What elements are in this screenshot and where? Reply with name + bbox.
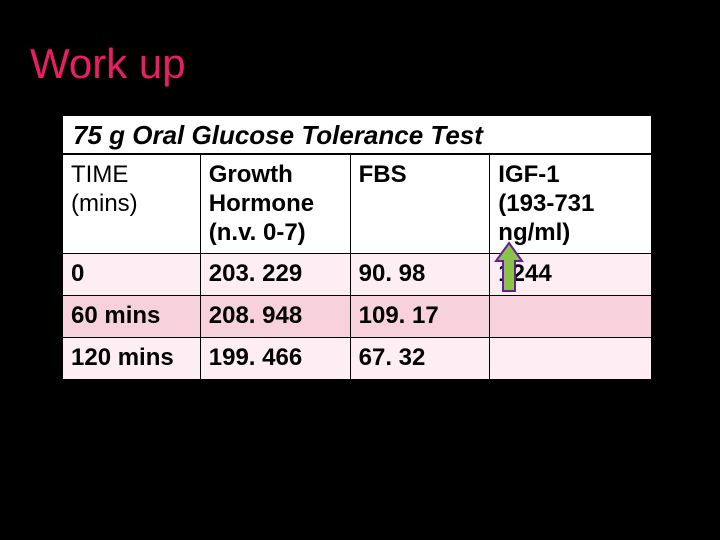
col-header-label: Hormone	[209, 190, 314, 217]
table-row: 0 203. 229 90. 98 1244	[63, 254, 652, 296]
col-header-label: (n.v. 0-7)	[209, 219, 306, 246]
col-header-label: FBS	[359, 161, 407, 188]
cell-gh: 199. 466	[200, 337, 350, 379]
col-header-label: IGF-1	[498, 161, 559, 188]
col-header-label: (193-731	[498, 190, 594, 217]
arrow-shape	[496, 243, 522, 291]
ogtt-table-container: 75 g Oral Glucose Tolerance Test TIME (m…	[62, 115, 652, 380]
col-header-igf1: IGF-1 (193-731 ng/ml)	[490, 155, 652, 254]
cell-fbs: 90. 98	[350, 254, 490, 296]
table-subtitle: 75 g Oral Glucose Tolerance Test	[62, 115, 652, 154]
up-arrow-icon	[494, 241, 524, 293]
cell-igf1	[490, 337, 652, 379]
col-header-label: TIME	[71, 161, 128, 188]
cell-time: 60 mins	[63, 296, 201, 338]
col-header-fbs: FBS	[350, 155, 490, 254]
col-header-label: Growth	[209, 161, 293, 188]
page-title: Work up	[30, 40, 186, 88]
footer-note: NONSUPPRESSION	[205, 476, 401, 499]
cell-fbs: 67. 32	[350, 337, 490, 379]
cell-time: 0	[63, 254, 201, 296]
ogtt-table: TIME (mins) Growth Hormone (n.v. 0-7) FB…	[62, 154, 652, 380]
table-row: 60 mins 208. 948 109. 17	[63, 296, 652, 338]
col-header-label: (mins)	[71, 190, 138, 217]
cell-gh: 208. 948	[200, 296, 350, 338]
col-header-time: TIME (mins)	[63, 155, 201, 254]
table-row: 120 mins 199. 466 67. 32	[63, 337, 652, 379]
cell-igf1	[490, 296, 652, 338]
cell-fbs: 109. 17	[350, 296, 490, 338]
table-header-row: TIME (mins) Growth Hormone (n.v. 0-7) FB…	[63, 155, 652, 254]
cell-time: 120 mins	[63, 337, 201, 379]
cell-gh: 203. 229	[200, 254, 350, 296]
col-header-gh: Growth Hormone (n.v. 0-7)	[200, 155, 350, 254]
